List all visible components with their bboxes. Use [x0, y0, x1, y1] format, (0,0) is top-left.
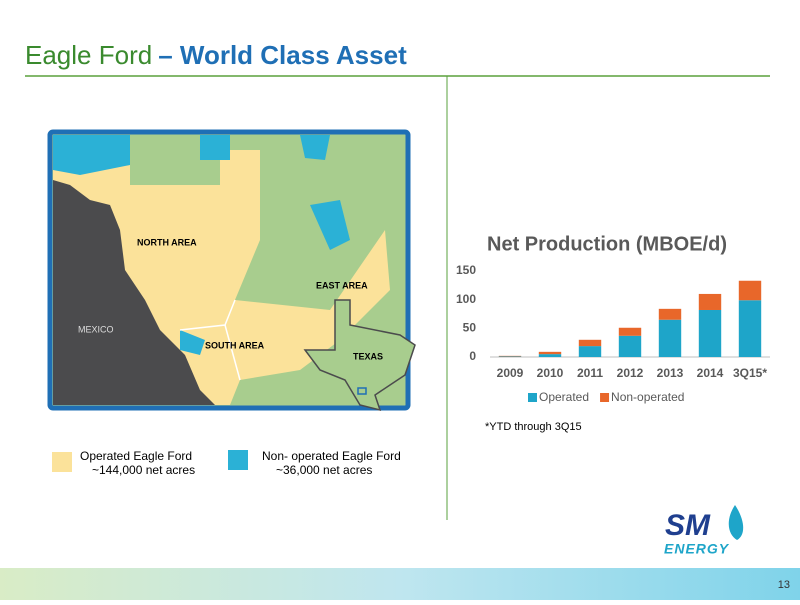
y-tick-label: 150 [456, 263, 476, 277]
logo-mark: SM [665, 509, 711, 542]
footnote: *YTD through 3Q15 [485, 421, 582, 433]
page-number: 13 [778, 579, 790, 591]
legend-swatch [228, 450, 248, 470]
legend-swatch [528, 393, 537, 402]
legend-swatch [52, 452, 72, 472]
bar-segment [698, 309, 722, 357]
legend-label: Non-operated [611, 390, 684, 404]
legend-label: Operated [539, 390, 589, 404]
map: NORTH AREA EAST AREA MEXICO SOUTH AREA T… [47, 129, 416, 412]
bar-segment [538, 351, 562, 355]
bar-segment [698, 293, 722, 310]
x-tick-label: 3Q15* [733, 366, 767, 380]
logo-flame [728, 505, 744, 540]
logo-word: ENERGY [664, 541, 730, 557]
x-tick-label: 2013 [657, 366, 684, 380]
non-operated-area [200, 135, 230, 160]
bar-segment [658, 319, 682, 357]
legend-swatch [600, 393, 610, 402]
title-rest: – World Class Asset [158, 40, 407, 70]
y-tick-label: 100 [456, 292, 476, 306]
map-label: NORTH AREA [137, 237, 197, 247]
map-label: TEXAS [353, 351, 383, 361]
bar-segment [618, 335, 642, 357]
x-tick-label: 2011 [577, 366, 603, 380]
chart: Net Production (MBOE/d) 0 50 100 150 2009 201… [456, 233, 770, 404]
bar-segment [578, 346, 602, 357]
x-tick-label: 2014 [697, 366, 724, 380]
x-tick-label: 2009 [497, 366, 524, 380]
map-label: MEXICO [78, 324, 114, 334]
bar-segment [738, 300, 762, 357]
bar-segment [498, 355, 522, 357]
inset-marker [357, 387, 367, 395]
bar-segment [658, 308, 682, 320]
y-tick-label: 0 [469, 349, 476, 363]
map-legend-label: Operated Eagle Ford [80, 449, 192, 463]
non-operated-area [310, 200, 350, 250]
bar-segment [578, 339, 602, 347]
slide-title: Eagle Ford – World Class Asset [25, 40, 407, 70]
bar-segment [738, 280, 762, 301]
non-operated-area [180, 330, 205, 355]
chart-title: Net Production (MBOE/d) [487, 233, 727, 255]
x-tick-label: 2012 [617, 366, 644, 380]
bar-segment [618, 327, 642, 336]
map-label: SOUTH AREA [205, 340, 265, 350]
map-legend-detail: ~36,000 net acres [276, 463, 372, 477]
map-legend-detail: ~144,000 net acres [92, 463, 195, 477]
texas-inset [303, 299, 416, 412]
map-label: EAST AREA [316, 280, 368, 290]
bar-segment [538, 354, 562, 357]
non-operated-area [300, 135, 330, 160]
footer-band [0, 568, 800, 600]
map-legend-label: Non- operated Eagle Ford [262, 449, 401, 463]
x-tick-label: 2010 [537, 366, 564, 380]
title-lead: Eagle Ford [25, 40, 152, 70]
bar-segment [498, 356, 522, 357]
area-boundary [224, 324, 241, 381]
y-tick-label: 50 [463, 321, 477, 335]
mexico [53, 180, 215, 405]
non-operated-area [53, 135, 130, 175]
